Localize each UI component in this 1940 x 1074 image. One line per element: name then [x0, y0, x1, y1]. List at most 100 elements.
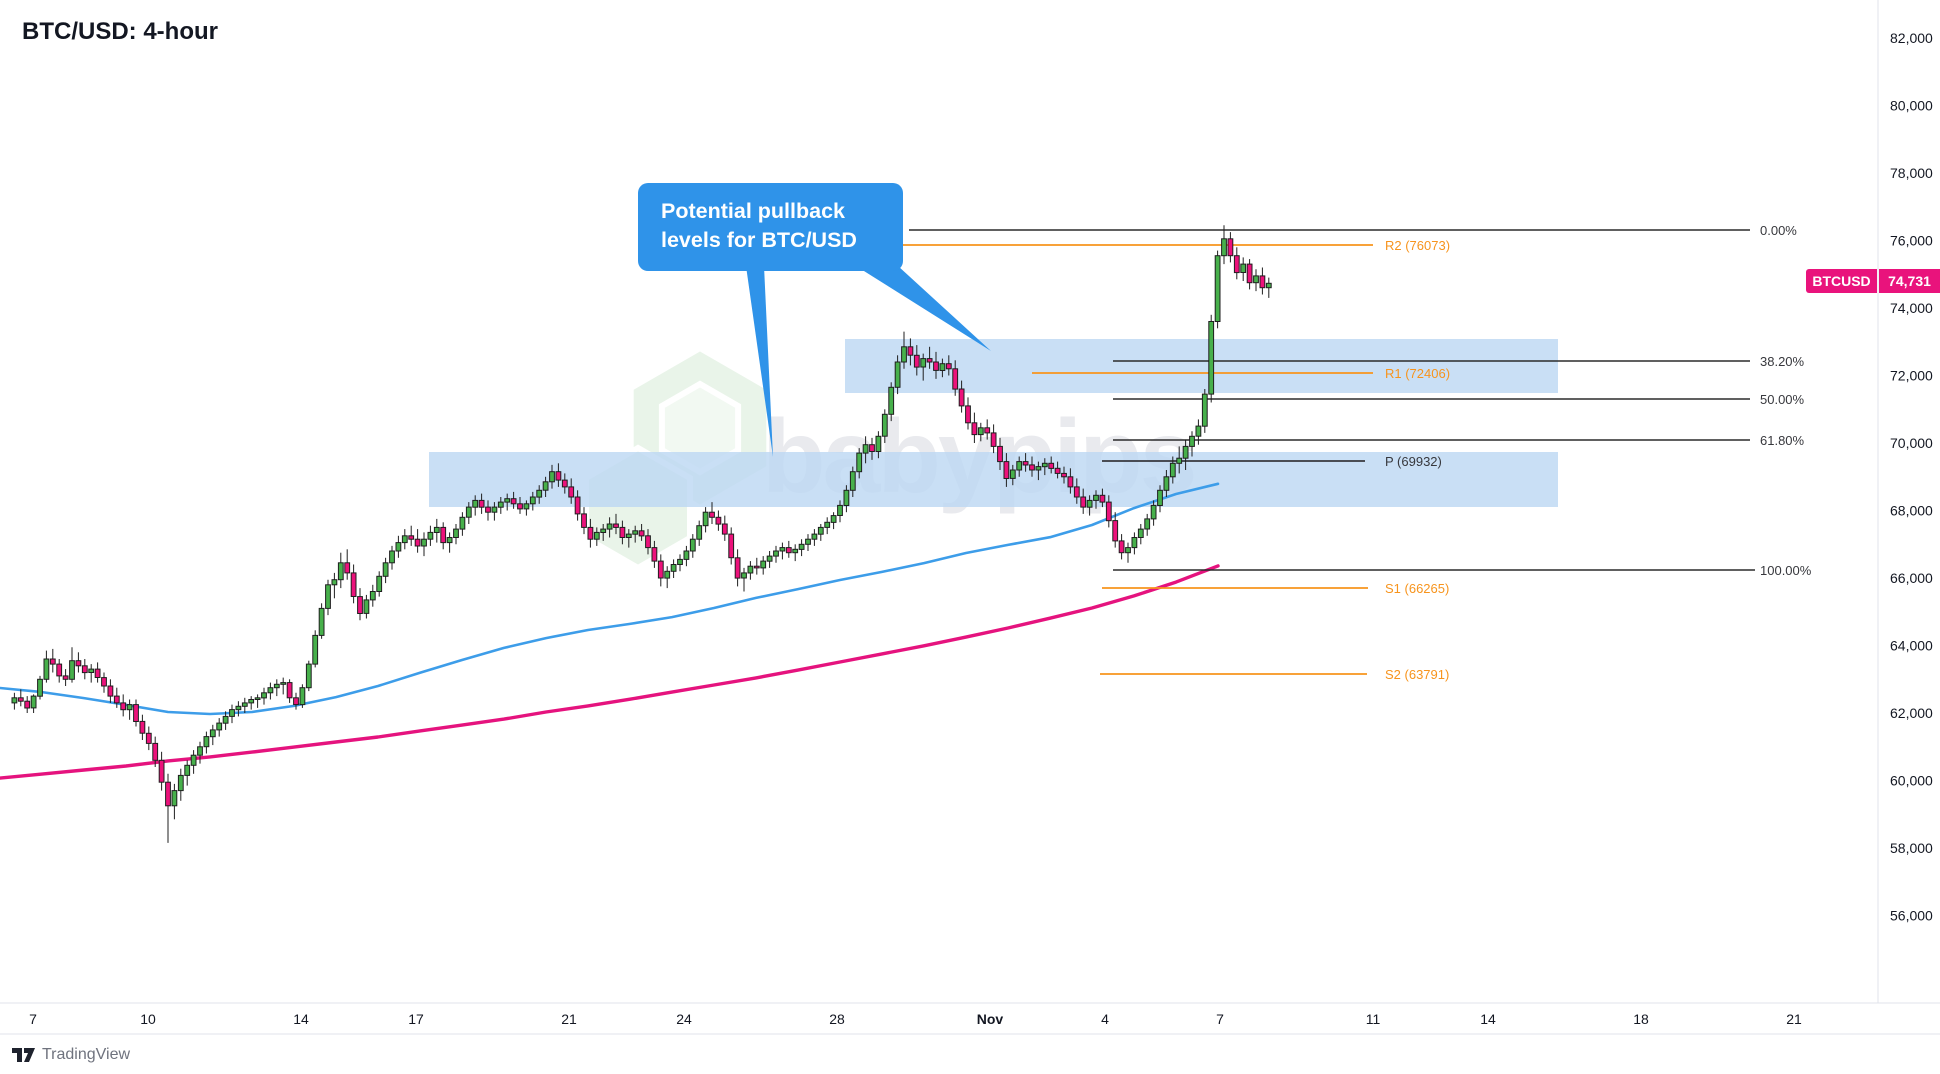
candle-up [881, 413, 888, 437]
candle-up [88, 668, 95, 673]
candle-up [1016, 461, 1023, 471]
time-axis-label: 17 [408, 1011, 424, 1027]
candle-down [350, 572, 357, 598]
time-axis-label: 14 [1480, 1011, 1496, 1027]
candle-down [414, 538, 421, 547]
candle-down [17, 697, 24, 702]
candle-up [216, 722, 223, 731]
candle-down [753, 565, 760, 569]
candle-down [638, 530, 645, 537]
pivot-level-label: R1 (72406) [1385, 366, 1450, 381]
candle-down [1246, 263, 1253, 284]
candle-up [465, 506, 472, 518]
candle-up [1265, 282, 1272, 289]
candle-up [1035, 466, 1042, 471]
candle-up [421, 538, 427, 547]
upper-resistance-zone[interactable] [845, 339, 1558, 393]
lower-support-zone[interactable] [429, 452, 1558, 507]
callout-tail-right[interactable] [856, 266, 991, 351]
candle-up [222, 715, 229, 724]
candle-down [581, 513, 587, 528]
candle-up [203, 736, 210, 748]
candle-up [433, 526, 440, 534]
candle-up [811, 533, 818, 540]
candle-down [1003, 461, 1010, 480]
candle-up [856, 452, 863, 473]
tradingview-attribution[interactable]: TradingView [12, 1046, 130, 1064]
candle-up [901, 346, 907, 363]
candle-up [1253, 275, 1259, 284]
candle-down [715, 516, 722, 525]
candle-down [958, 388, 965, 407]
pivot-level-label: S2 (63791) [1385, 667, 1449, 682]
candle-down [952, 368, 959, 390]
candle-up [1176, 457, 1183, 464]
candle-down [139, 720, 146, 734]
candle-up [325, 584, 331, 609]
price-axis-label: 74,000 [1890, 300, 1933, 316]
candle-up [805, 538, 811, 545]
candle-up [939, 363, 946, 372]
candle-down [651, 547, 658, 562]
price-axis-label: 72,000 [1890, 368, 1933, 384]
candle-down [1112, 520, 1119, 542]
candle-down [165, 781, 171, 807]
candle-up [1125, 547, 1131, 554]
candle-up [1201, 393, 1208, 427]
time-axis-label: 24 [676, 1011, 692, 1027]
candle-up [1157, 489, 1163, 506]
callout-tail-left[interactable] [746, 266, 773, 457]
watermark-hexagon-icon [658, 380, 742, 476]
candle-down [286, 682, 293, 699]
candle-up [824, 521, 831, 528]
callout-box[interactable] [638, 183, 903, 271]
candle-up [1195, 425, 1202, 437]
candle-down [81, 665, 88, 674]
candle-down [1099, 494, 1106, 503]
candle-down [56, 663, 63, 677]
candle-up [670, 564, 677, 572]
time-axis-label: 7 [1216, 1011, 1224, 1027]
candle-down [1080, 496, 1087, 508]
candle-up [1182, 445, 1189, 459]
candle-up [677, 558, 683, 566]
candle-down [293, 697, 299, 706]
candle-down [75, 660, 82, 667]
candle-down [107, 685, 114, 697]
candle-up [472, 499, 479, 508]
candle-up [1221, 238, 1227, 257]
candle-down [734, 557, 741, 579]
candle-down [561, 479, 568, 488]
price-axis-label: 66,000 [1890, 570, 1933, 586]
candle-down [1029, 464, 1035, 471]
candle-up [536, 489, 543, 498]
candle-down [555, 471, 562, 481]
time-axis-label: 21 [561, 1011, 577, 1027]
candle-up [1131, 537, 1138, 549]
candle-up [453, 528, 459, 538]
candle-down [510, 498, 517, 505]
candle-up [779, 547, 786, 552]
candle-down [568, 486, 575, 498]
candle-up [37, 678, 43, 697]
candle-up [600, 528, 607, 533]
pivot-level-label: R2 (76073) [1385, 238, 1450, 253]
candle-down [619, 526, 626, 539]
time-axis-label: 7 [29, 1011, 37, 1027]
pivot-level-label: S1 (66265) [1385, 581, 1449, 596]
candle-up [209, 729, 216, 738]
candle-up [376, 575, 383, 592]
candle-up [241, 702, 248, 707]
fast-ma-line [0, 482, 1220, 716]
candle-up [1009, 469, 1016, 479]
price-axis-label: 62,000 [1890, 705, 1933, 721]
candle-up [760, 560, 767, 569]
candle-up [459, 516, 466, 530]
page-title: BTC/USD: 4-hour [22, 18, 218, 45]
candle-up [1189, 435, 1195, 447]
candle-up [1214, 255, 1221, 322]
candle-up [382, 562, 389, 577]
candle-up [389, 550, 395, 564]
last-price-value-badge: 74,731 [1879, 269, 1940, 293]
